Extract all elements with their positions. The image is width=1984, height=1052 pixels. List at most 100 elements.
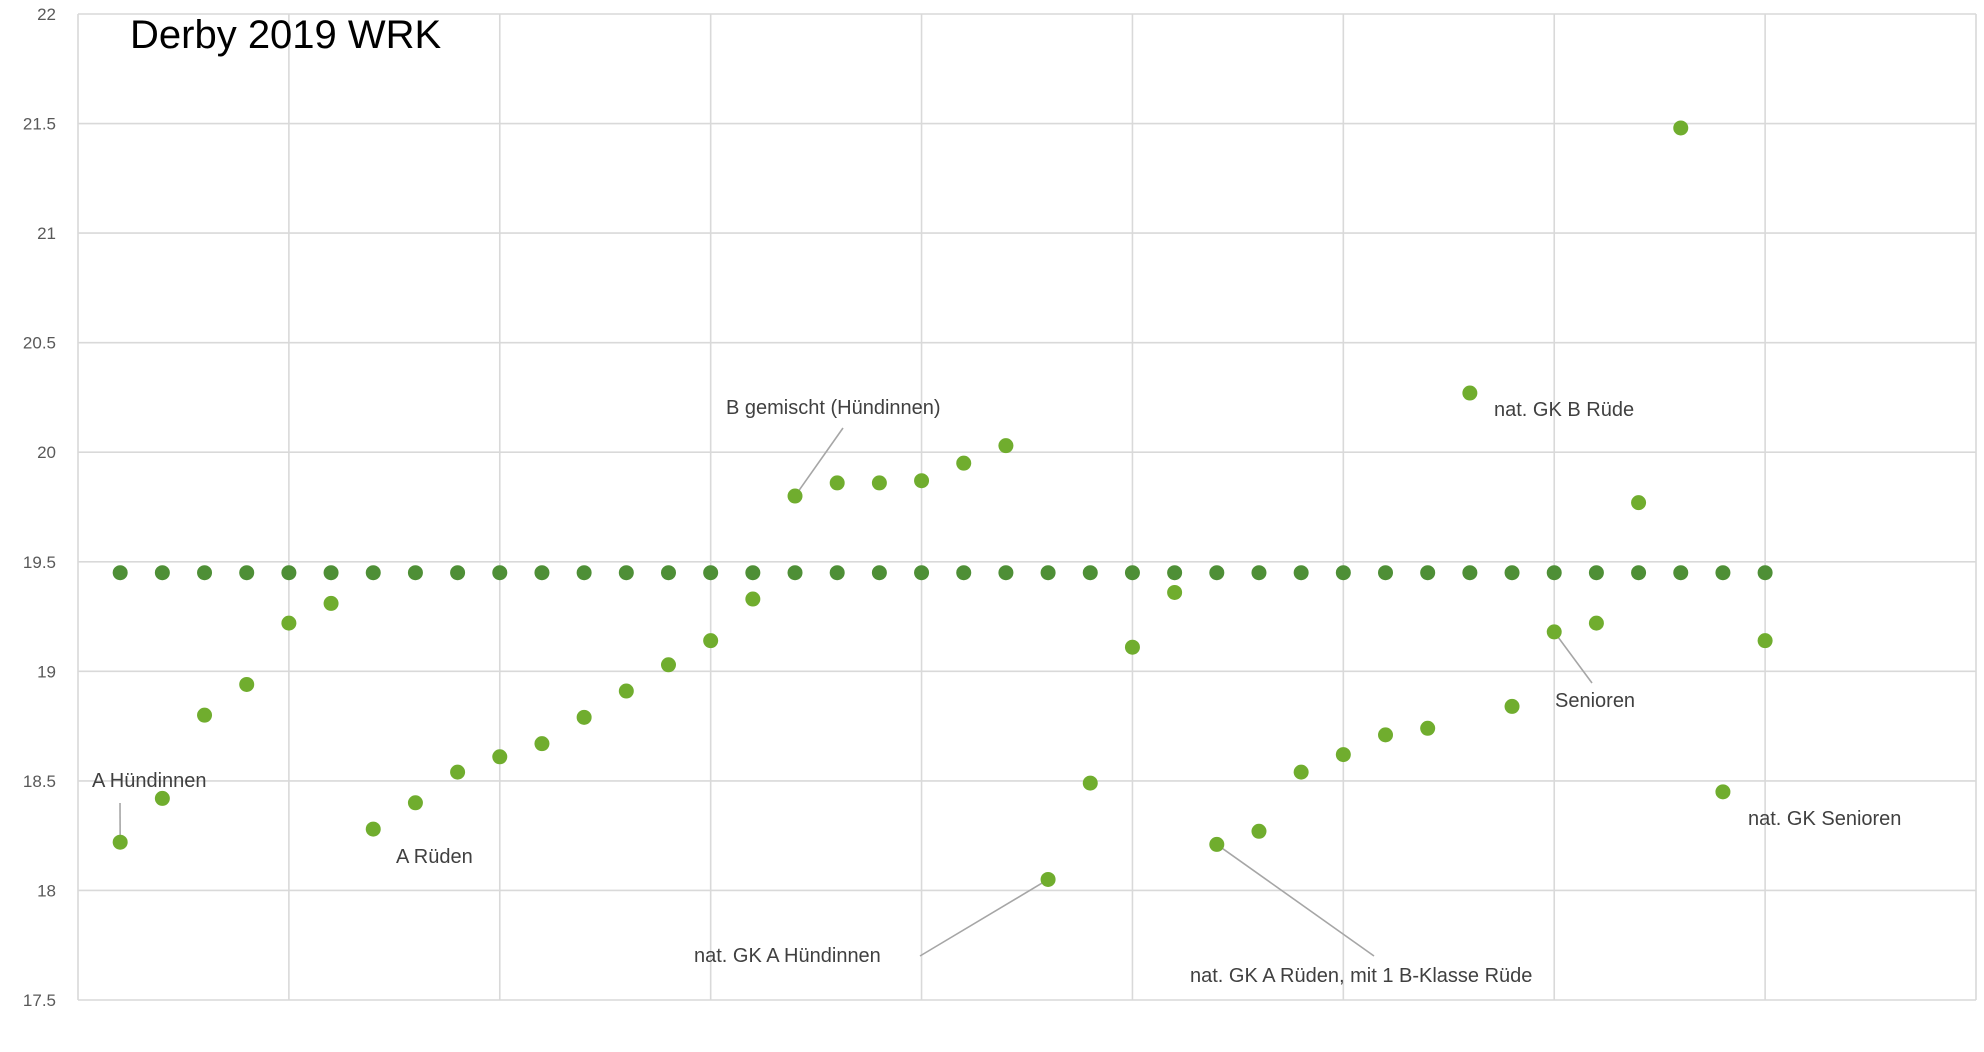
data-point: [450, 764, 466, 780]
data-point: [154, 790, 170, 806]
data-point: [871, 565, 887, 581]
data-point: [1420, 565, 1436, 581]
data-point: [703, 565, 719, 581]
data-point: [829, 475, 845, 491]
annotation-label: A Rüden: [396, 846, 473, 868]
annotation-leaders: [119, 427, 1593, 957]
data-point: [281, 615, 297, 631]
data-point: [154, 565, 170, 581]
data-point: [745, 591, 761, 607]
data-point: [787, 565, 803, 581]
grid-lines: [77, 13, 1977, 1001]
data-point: [1462, 565, 1478, 581]
y-tick-label: 21: [37, 224, 56, 243]
data-point: [871, 475, 887, 491]
annotation-leader-line: [1216, 843, 1375, 957]
data-point: [1588, 565, 1604, 581]
data-point: [1082, 565, 1098, 581]
data-point: [1631, 565, 1647, 581]
data-point: [1040, 871, 1056, 887]
data-point: [1462, 385, 1478, 401]
data-point: [1546, 565, 1562, 581]
y-axis-ticks: 17.5 18 18.5 19 19.5 20 20.5 21 21.5 22: [23, 5, 56, 1010]
data-point: [1673, 120, 1689, 136]
data-point: [576, 565, 592, 581]
data-point: [1335, 747, 1351, 763]
y-tick-label: 18.5: [23, 772, 56, 791]
data-point: [323, 565, 339, 581]
data-point: [492, 749, 508, 765]
data-point: [660, 565, 676, 581]
data-point: [1715, 565, 1731, 581]
annotation-label: B gemischt (Hündinnen): [726, 397, 941, 419]
data-point: [998, 438, 1014, 454]
data-point: [1631, 495, 1647, 511]
data-point: [914, 565, 930, 581]
data-point: [112, 565, 128, 581]
y-tick-label: 19.5: [23, 553, 56, 572]
data-point: [1504, 565, 1520, 581]
data-point: [1040, 565, 1056, 581]
annotation-label: nat. GK A Rüden, mit 1 B-Klasse Rüde: [1190, 965, 1532, 987]
data-point: [407, 795, 423, 811]
data-point: [1209, 836, 1225, 852]
data-point: [1209, 565, 1225, 581]
data-point: [365, 821, 381, 837]
y-tick-label: 17.5: [23, 991, 56, 1010]
data-point: [407, 565, 423, 581]
data-point: [787, 488, 803, 504]
data-point: [450, 565, 466, 581]
data-point: [956, 455, 972, 471]
data-point: [1757, 633, 1773, 649]
annotation-label: nat. GK B Rüde: [1494, 399, 1634, 421]
data-point: [534, 565, 550, 581]
data-point: [1124, 565, 1140, 581]
data-point: [1167, 565, 1183, 581]
data-point: [1673, 565, 1689, 581]
data-point: [1251, 823, 1267, 839]
data-point: [956, 565, 972, 581]
data-point: [1293, 565, 1309, 581]
data-point: [1420, 720, 1436, 736]
data-point: [914, 473, 930, 489]
data-point: [1757, 565, 1773, 581]
data-point: [618, 565, 634, 581]
data-point: [1378, 727, 1394, 743]
data-point: [576, 709, 592, 725]
y-tick-label: 20.5: [23, 334, 56, 353]
data-point: [239, 565, 255, 581]
data-point: [1546, 624, 1562, 640]
data-point: [745, 565, 761, 581]
data-points: [112, 120, 1773, 887]
data-point: [1167, 584, 1183, 600]
data-point: [1082, 775, 1098, 791]
data-point: [1378, 565, 1394, 581]
annotation-leader-line: [794, 427, 844, 497]
annotation-label: nat. GK A Hündinnen: [694, 945, 881, 967]
data-point: [112, 834, 128, 850]
data-point: [618, 683, 634, 699]
data-point: [998, 565, 1014, 581]
y-tick-label: 18: [37, 881, 56, 900]
annotations: A Hündinnen A Rüden B gemischt (Hündinnen)…: [92, 397, 1901, 987]
y-tick-label: 20: [37, 443, 56, 462]
data-point: [197, 565, 213, 581]
data-point: [239, 676, 255, 692]
y-tick-label: 21.5: [23, 115, 56, 134]
annotation-label: A Hündinnen: [92, 770, 207, 792]
data-point: [829, 565, 845, 581]
data-point: [1124, 639, 1140, 655]
annotation-leader-line: [919, 878, 1049, 957]
chart-title: Derby 2019 WRK: [130, 13, 442, 57]
data-point: [281, 565, 297, 581]
annotation-label: Senioren: [1555, 690, 1635, 712]
data-point: [660, 657, 676, 673]
data-point: [1293, 764, 1309, 780]
annotation-leader-line: [1553, 631, 1593, 684]
data-point: [1504, 698, 1520, 714]
annotation-label: nat. GK Senioren: [1748, 808, 1901, 830]
data-point: [1588, 615, 1604, 631]
data-point: [365, 565, 381, 581]
data-point: [703, 633, 719, 649]
